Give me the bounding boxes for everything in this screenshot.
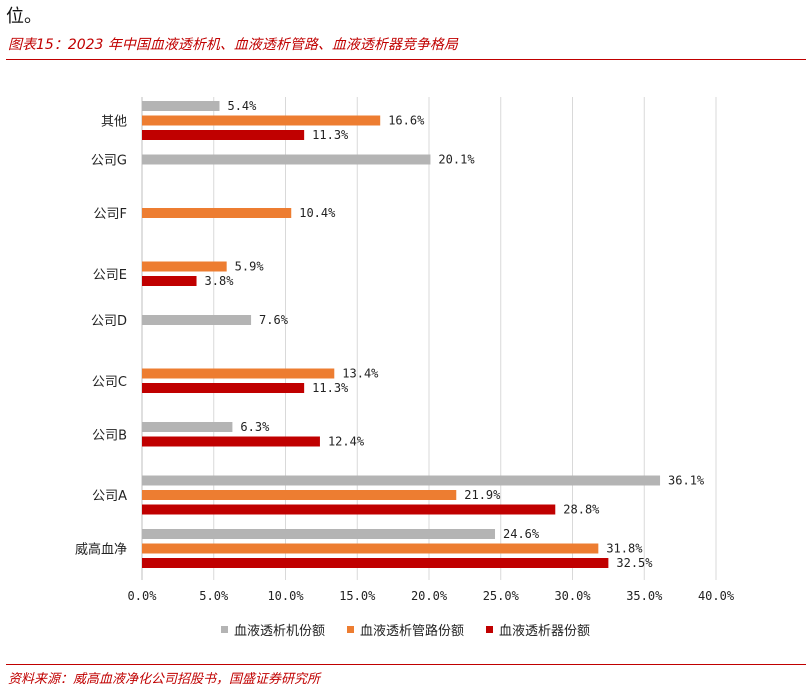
bar	[142, 422, 233, 432]
data-label: 28.8%	[563, 503, 600, 517]
preceding-text: 位。	[6, 6, 42, 27]
bar	[142, 276, 197, 286]
data-label: 21.9%	[464, 488, 501, 502]
category-label: 公司G	[91, 154, 127, 169]
category-label: 公司E	[93, 268, 127, 283]
x-tick-label: 35.0%	[626, 589, 663, 603]
legend-label-tubing: 血液透析管路份额	[359, 624, 464, 639]
data-label: 36.1%	[668, 474, 705, 488]
category-label: 公司C	[92, 375, 127, 390]
bar	[142, 130, 305, 140]
bar	[142, 315, 252, 325]
data-label: 5.9%	[235, 260, 265, 274]
data-label: 32.5%	[616, 556, 653, 570]
category-label: 公司F	[94, 207, 127, 222]
category-label: 其他	[101, 115, 127, 130]
bar	[142, 475, 661, 486]
source-note: 资料来源：威高血液净化公司招股书，国盛证券研究所	[8, 672, 321, 687]
x-tick-label: 20.0%	[411, 589, 448, 603]
data-label: 24.6%	[503, 527, 540, 541]
data-label: 13.4%	[342, 367, 379, 381]
x-tick-label: 10.0%	[267, 589, 304, 603]
footer-rule	[6, 664, 806, 665]
bar	[142, 101, 220, 111]
data-label: 12.4%	[328, 435, 365, 449]
data-label: 20.1%	[438, 153, 475, 167]
legend-item-tubing: 血液透析管路份额	[346, 620, 464, 639]
x-tick-label: 15.0%	[339, 589, 376, 603]
category-label: 公司B	[92, 428, 127, 443]
x-tick-label: 5.0%	[199, 589, 229, 603]
category-label: 公司D	[91, 314, 127, 329]
bar	[142, 529, 496, 539]
bar	[142, 490, 457, 500]
bar	[142, 436, 320, 447]
data-label: 3.8%	[205, 274, 235, 288]
data-label: 31.8%	[606, 542, 643, 556]
bar	[142, 558, 609, 568]
legend-item-dialyzer: 血液透析器份额	[486, 620, 590, 639]
data-label: 11.3%	[312, 381, 349, 395]
bar	[142, 154, 431, 165]
data-label: 11.3%	[312, 128, 349, 142]
x-tick-label: 25.0%	[483, 589, 520, 603]
x-tick-label: 40.0%	[698, 589, 735, 603]
data-label: 10.4%	[299, 206, 336, 220]
x-tick-label: 30.0%	[554, 589, 591, 603]
figure-title: 图表15：2023 年中国血液透析机、血液透析管路、血液透析器竞争格局	[8, 37, 458, 53]
legend-label-machine: 血液透析机份额	[233, 624, 325, 639]
legend-item-machine: 血液透析机份额	[220, 620, 325, 639]
category-label: 公司A	[92, 489, 127, 504]
bar	[142, 383, 305, 393]
category-label: 威高血净	[75, 542, 127, 558]
title-rule	[6, 59, 806, 60]
x-tick-label: 0.0%	[128, 589, 158, 603]
data-label: 16.6%	[388, 114, 425, 128]
bar	[142, 543, 599, 554]
bar	[142, 261, 227, 272]
data-label: 5.4%	[227, 99, 257, 113]
bar	[142, 368, 335, 379]
legend-swatch-tubing	[346, 626, 354, 633]
bar	[142, 208, 292, 218]
chart-legend: 血液透析机份额 血液透析管路份额 血液透析器份额	[0, 620, 811, 639]
legend-swatch-machine	[220, 626, 228, 633]
bar	[142, 504, 556, 515]
legend-label-dialyzer: 血液透析器份额	[499, 624, 591, 639]
legend-swatch-dialyzer	[486, 626, 493, 633]
data-label: 7.6%	[259, 313, 289, 327]
data-label: 6.3%	[240, 420, 270, 434]
bar	[142, 115, 381, 126]
